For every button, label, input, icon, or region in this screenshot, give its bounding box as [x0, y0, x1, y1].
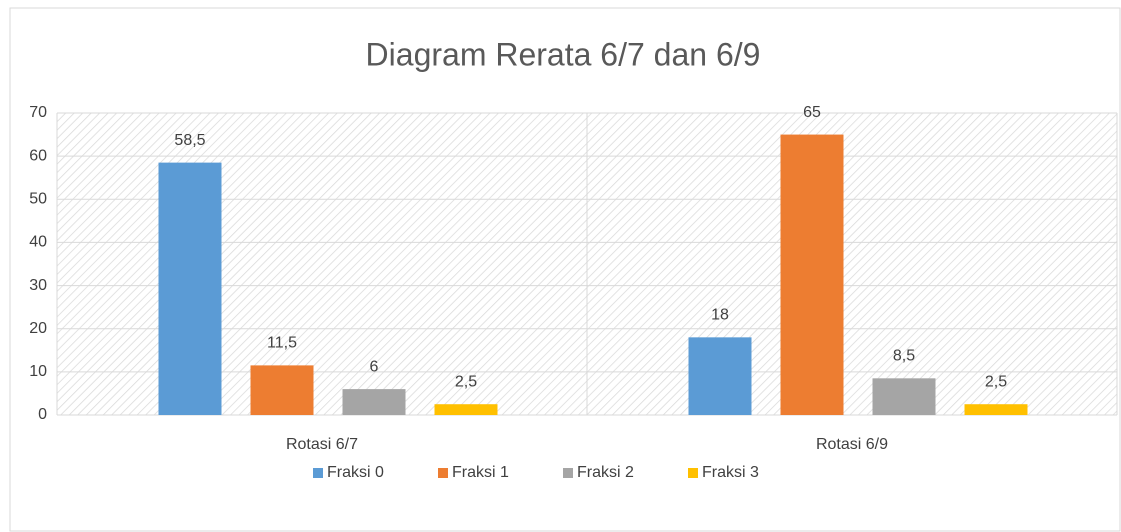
data-label: 2,5	[455, 373, 477, 390]
data-label: 8,5	[893, 348, 915, 365]
bar	[964, 404, 1028, 415]
data-label: 65	[803, 104, 821, 121]
legend-swatch	[438, 468, 448, 478]
legend-label: Fraksi 0	[327, 464, 384, 481]
bar	[250, 365, 314, 415]
data-label: 2,5	[985, 373, 1007, 390]
y-tick-label: 40	[29, 234, 47, 251]
bar	[342, 389, 406, 415]
bar	[158, 162, 222, 415]
legend-label: Fraksi 1	[452, 464, 509, 481]
legend-swatch	[688, 468, 698, 478]
legend-label: Fraksi 2	[577, 464, 634, 481]
y-tick-label: 30	[29, 277, 47, 294]
legend-label: Fraksi 3	[702, 464, 759, 481]
y-tick-label: 60	[29, 147, 47, 164]
x-tick-label: Rotasi 6/7	[286, 436, 358, 453]
data-label: 58,5	[174, 132, 205, 149]
bar	[434, 404, 498, 415]
x-tick-label: Rotasi 6/9	[816, 436, 888, 453]
y-tick-label: 50	[29, 191, 47, 208]
chart-title: Diagram Rerata 6/7 dan 6/9	[366, 36, 761, 72]
data-label: 11,5	[267, 335, 297, 352]
data-label: 18	[711, 307, 729, 324]
legend-swatch	[563, 468, 573, 478]
y-tick-label: 20	[29, 320, 47, 337]
y-tick-label: 0	[38, 406, 47, 423]
data-label: 6	[370, 358, 379, 375]
y-tick-label: 10	[29, 363, 47, 380]
legend-swatch	[313, 468, 323, 478]
bar	[688, 337, 752, 415]
bar	[872, 378, 936, 415]
bar	[780, 134, 844, 416]
y-tick-label: 70	[29, 104, 47, 121]
